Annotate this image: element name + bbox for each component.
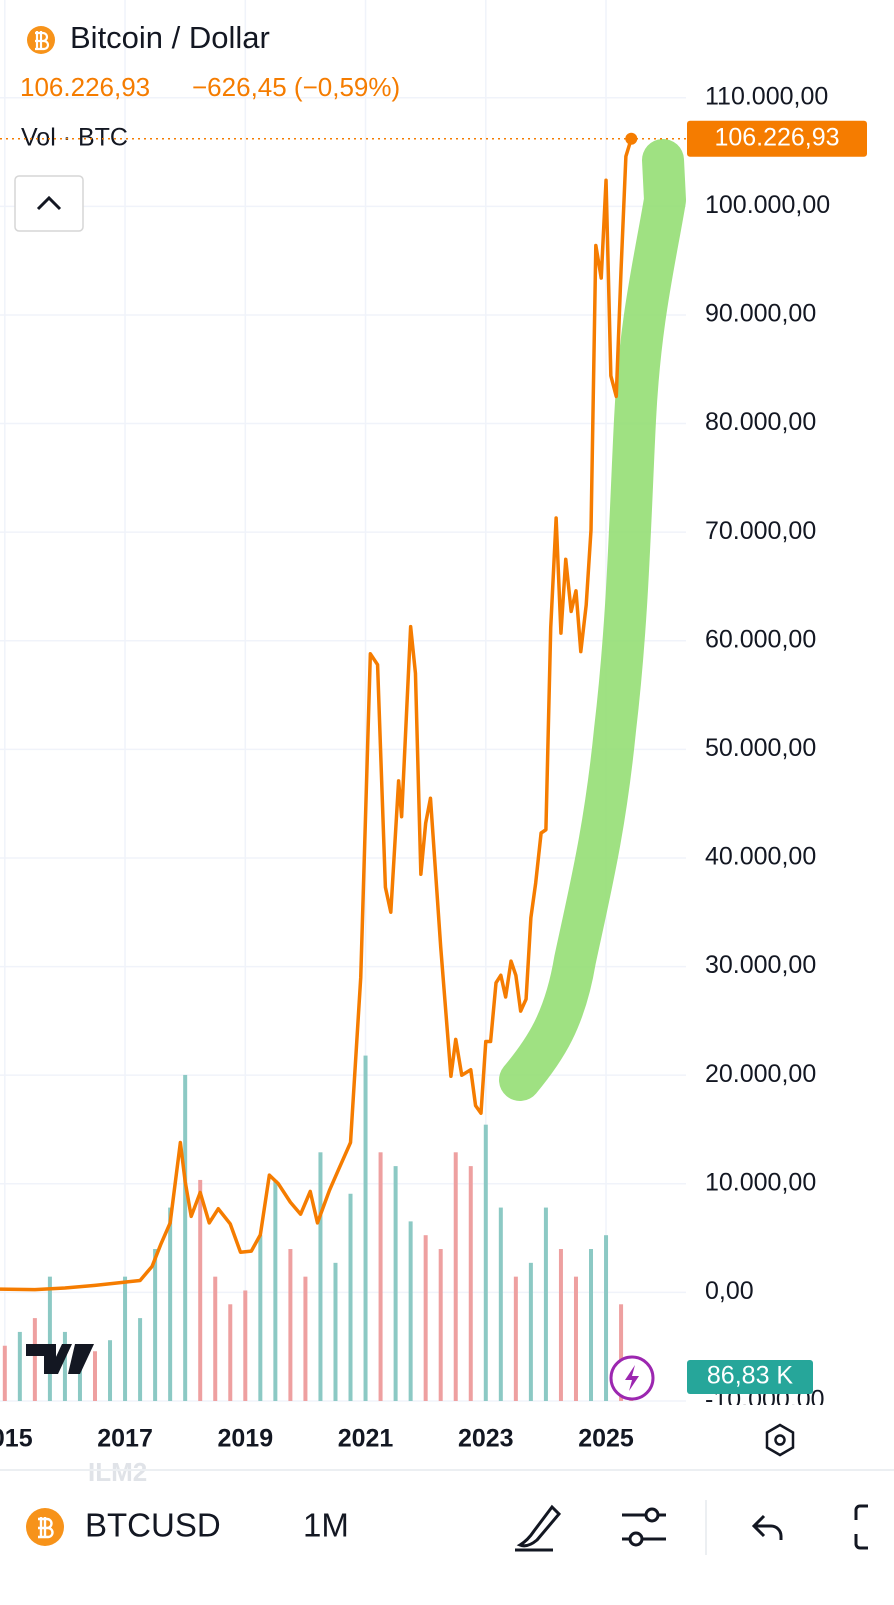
tv-logo xyxy=(26,1344,72,1374)
volume-bar xyxy=(483,1124,488,1401)
last-price-tag xyxy=(687,120,867,157)
last-volume-tag-text: 86,83 K xyxy=(707,1362,794,1390)
x-tick-label: 2021 xyxy=(338,1425,394,1453)
draw-tool-icon[interactable] xyxy=(515,1504,562,1552)
chevron-icon xyxy=(36,195,62,211)
toolbar-btc-symbol xyxy=(38,1517,54,1539)
volume-bar xyxy=(348,1193,353,1401)
x-tick-label: 2025 xyxy=(578,1425,634,1453)
volume-bar xyxy=(333,1262,338,1401)
volume-bar xyxy=(498,1207,503,1401)
volume-bar xyxy=(408,1221,413,1401)
volume-bar xyxy=(138,1318,143,1401)
price-line xyxy=(0,138,633,1292)
volume-bar xyxy=(258,1235,263,1401)
y-tick-label: 10.000,00 xyxy=(705,1168,816,1196)
indicator-knob xyxy=(628,1531,644,1547)
y-tick-label: 20.000,00 xyxy=(705,1060,816,1088)
volume-bar xyxy=(318,1152,323,1401)
header-price: 106.226,93 xyxy=(20,72,150,102)
undo-icon[interactable] xyxy=(751,1514,783,1540)
volume-bar xyxy=(168,1207,173,1401)
volume-bar xyxy=(228,1304,233,1401)
volume-label: Vol · BTC xyxy=(21,124,128,152)
y-tick-label: 50.000,00 xyxy=(705,734,816,762)
volume-bar xyxy=(438,1249,443,1401)
y-tick-label: 90.000,00 xyxy=(705,300,816,328)
volume-bar xyxy=(108,1340,113,1401)
volume-bar xyxy=(123,1276,128,1401)
volume-bar xyxy=(573,1276,578,1401)
y-tick-label: 70.000,00 xyxy=(705,517,816,545)
fullscreen-icon[interactable] xyxy=(854,1504,868,1550)
volume-bar xyxy=(453,1152,458,1401)
collapse-button[interactable] xyxy=(14,175,84,232)
volume-bar xyxy=(243,1290,248,1401)
toolbar-interval[interactable]: 1M xyxy=(303,1507,349,1544)
last-volume-tag xyxy=(687,1360,813,1395)
y-tick-label: 60.000,00 xyxy=(705,625,816,653)
volume-bar xyxy=(47,1276,52,1401)
volume-bar xyxy=(288,1249,293,1401)
header-change: −626,45 (−0,59%) xyxy=(192,72,400,102)
y-tick-label: 40.000,00 xyxy=(705,843,816,871)
volume-bar xyxy=(423,1235,428,1401)
volume-bar xyxy=(393,1166,398,1401)
y-tick-label: 0,00 xyxy=(705,1277,754,1305)
volume-bar xyxy=(213,1276,218,1401)
volume-bar xyxy=(604,1235,609,1401)
volume-bar xyxy=(378,1152,383,1401)
volume-bar xyxy=(543,1207,548,1401)
volume-bar xyxy=(62,1331,67,1401)
btc-symbol xyxy=(35,31,50,51)
volume-bar xyxy=(32,1318,37,1401)
volume-bar xyxy=(92,1351,97,1401)
y-tick-label: 110.000,00 xyxy=(705,82,828,110)
settings-icon-center xyxy=(774,1434,786,1446)
volume-bar xyxy=(2,1345,7,1401)
volume-bar xyxy=(513,1276,518,1401)
indicator-knob xyxy=(644,1507,660,1523)
toolbar-symbol[interactable]: BTCUSD xyxy=(85,1507,221,1544)
settings-icon[interactable] xyxy=(765,1423,795,1457)
chart-title: Bitcoin / Dollar xyxy=(70,20,270,55)
volume-bar xyxy=(589,1249,594,1401)
last-price-tag-text: 106.226,93 xyxy=(714,123,839,151)
y-tick-label: 30.000,00 xyxy=(705,951,816,979)
volume-bars xyxy=(2,1055,634,1401)
y-tick-label: 80.000,00 xyxy=(705,408,816,436)
highlight-stroke xyxy=(499,139,686,1101)
lightning-icon xyxy=(625,1365,639,1391)
volume-bar xyxy=(619,1304,624,1401)
watermark: ILM2 xyxy=(88,1457,147,1487)
x-tick-label: 2019 xyxy=(217,1425,273,1453)
tv-logo-part xyxy=(68,1344,94,1374)
grid xyxy=(0,0,686,1402)
y-axis: -10.000,000,0010.000,0020.000,0030.000,0… xyxy=(705,82,830,1405)
volume-bar xyxy=(273,1179,278,1401)
volume-bar xyxy=(183,1074,188,1401)
volume-bar xyxy=(198,1179,203,1401)
x-axis: 2015 2017 2019 2021 2023 2025 xyxy=(0,1425,634,1453)
indicator-icon[interactable] xyxy=(622,1513,666,1541)
y-tick-label: 100.000,00 xyxy=(705,191,830,219)
volume-bar xyxy=(153,1249,158,1401)
price-line-group xyxy=(0,132,638,1292)
x-tick-label: 2023 xyxy=(458,1425,514,1453)
volume-bar xyxy=(17,1331,22,1401)
volume-bar xyxy=(303,1276,308,1401)
volume-bar xyxy=(468,1166,473,1401)
x-tick-label: 2015 xyxy=(0,1425,33,1453)
x-tick-label: 2017 xyxy=(97,1425,153,1453)
volume-bar xyxy=(528,1262,533,1401)
volume-bar xyxy=(363,1055,368,1401)
volume-bar xyxy=(558,1249,563,1401)
